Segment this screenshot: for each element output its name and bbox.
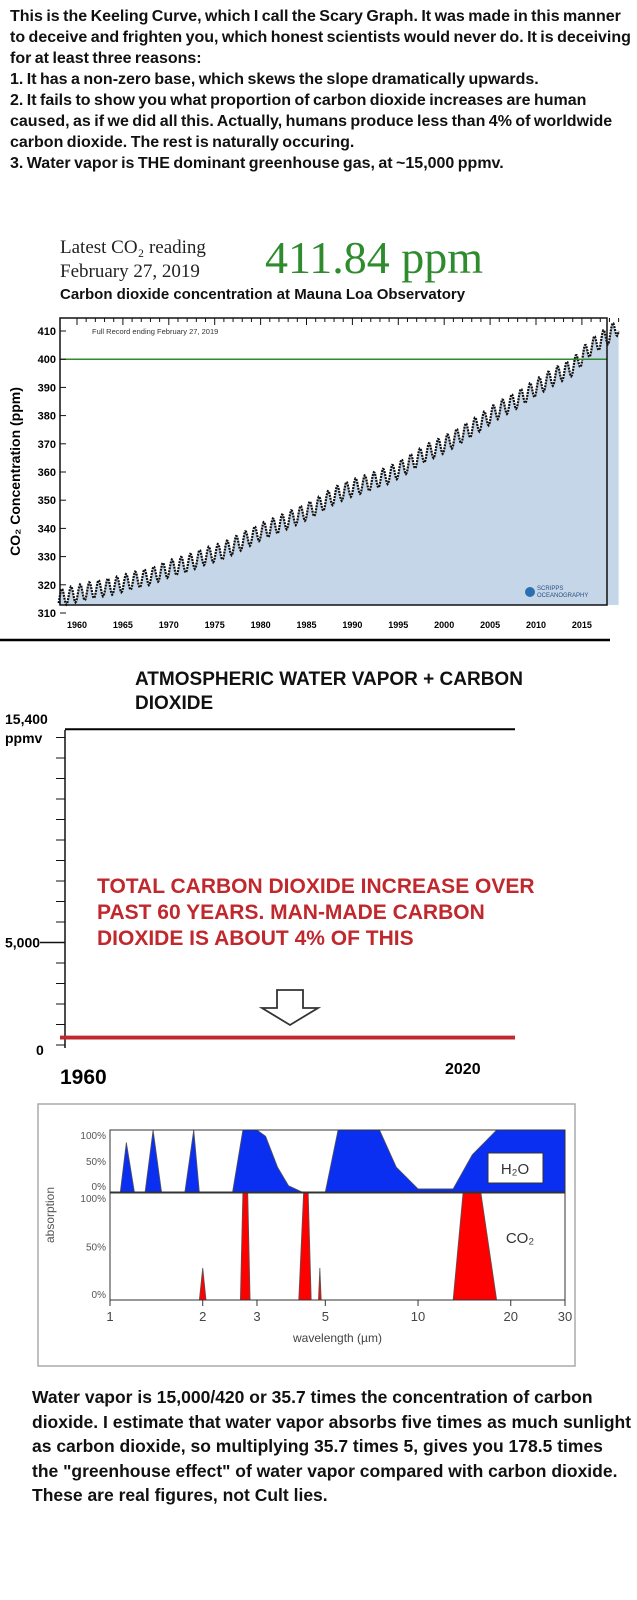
y-tick-label-unit: ppmv: [5, 730, 43, 746]
x-tick-label: 1990: [342, 620, 362, 630]
keeling-title: Carbon dioxide concentration at Mauna Lo…: [60, 286, 466, 303]
y-tick-label: 330: [38, 552, 56, 564]
latest-reading-label: Latest CO₂ reading February 27, 2019: [60, 236, 206, 284]
y-tick-label: 320: [38, 580, 56, 592]
y-tick-label: 410: [38, 326, 56, 338]
y-tick-label: 360: [38, 467, 56, 479]
wv-title-text: ATMOSPHERIC WATER VAPOR + CARBON DIOXIDE: [135, 669, 523, 714]
x-tick-label: 2010: [526, 620, 546, 630]
y-tick-label: 15,400: [5, 711, 48, 727]
y-tick-label: 400: [38, 354, 56, 366]
x-tick-label: 1: [106, 1309, 113, 1324]
wv-annotation: TOTAL CARBON DIOXIDE INCREASE OVER PAST …: [97, 875, 535, 950]
intro-line: This is the Keeling Curve, which I call …: [10, 8, 631, 67]
y-tick-label: 340: [38, 523, 56, 535]
x-tick-label: 30: [558, 1309, 572, 1324]
y-tick-label: 5,000: [5, 935, 40, 951]
x-axis-label: wavelength (µm): [292, 1331, 382, 1345]
x-tick-label: 2020: [445, 1061, 481, 1078]
intro-line: 1. It has a non-zero base, which skews t…: [10, 71, 539, 88]
x-tick-label: 3: [253, 1309, 260, 1324]
y-tick-label: 50%: [86, 1243, 106, 1254]
h2o-label: H₂O: [501, 1161, 529, 1178]
scripps-logo-icon: [525, 587, 535, 597]
y-tick-label: 100%: [80, 1194, 106, 1205]
x-tick-label: 1960: [67, 620, 87, 630]
x-tick-label: 5: [322, 1309, 329, 1324]
intro-line: 2. It fails to show you what proportion …: [10, 92, 613, 151]
y-tick-label: 380: [38, 411, 56, 423]
x-tick-label: 20: [504, 1309, 518, 1324]
y-tick-label: 50%: [86, 1157, 106, 1168]
down-arrow-icon: [258, 989, 322, 1027]
outro-text: Water vapor is 15,000/420 or 35.7 times …: [32, 1385, 632, 1508]
outro-line: Water vapor is 15,000/420 or 35.7 times …: [32, 1387, 632, 1505]
y-axis-label: CO₂ Concentration (ppm): [7, 387, 23, 556]
y-axis-label: absorption: [43, 1187, 57, 1243]
latest-reading-value: 411.84 ppm: [265, 232, 484, 283]
panel-frame: [109, 1192, 566, 1301]
scripps-logo: OCEANOGRAPHY: [537, 593, 588, 599]
y-tick-label: 350: [38, 495, 56, 507]
co2-monthly-line: [57, 322, 620, 607]
x-tick-label: 1970: [159, 620, 179, 630]
x-tick-label: 2000: [434, 620, 454, 630]
co2-area: [58, 323, 619, 605]
scripps-logo: SCRIPPS: [537, 586, 563, 592]
y-tick-label: 0: [36, 1042, 44, 1058]
latest-label: Latest CO₂ reading: [60, 237, 206, 258]
x-tick-label: 1960: [60, 1066, 107, 1089]
latest-date: February 27, 2019: [60, 261, 200, 282]
h2o-legend-box: [487, 1152, 544, 1184]
y-tick-label: 390: [38, 382, 56, 394]
x-tick-label: 1985: [296, 620, 316, 630]
water-vapor-chart: 15,400 ppmv 5,000 0 1960 2020: [5, 711, 515, 1089]
absorption-area-co2: [110, 1193, 565, 1300]
x-tick-label: 2015: [572, 620, 592, 630]
y-tick-label: 100%: [80, 1131, 106, 1142]
x-tick-label: 1965: [113, 620, 133, 630]
x-tick-label: 1980: [251, 620, 271, 630]
y-tick-label: 0%: [92, 1182, 107, 1193]
y-tick-label: 0%: [92, 1290, 107, 1301]
panel-frame: [109, 1129, 566, 1193]
absorption-area-h2o: [110, 1130, 565, 1192]
intro-text: This is the Keeling Curve, which I call …: [10, 6, 635, 174]
x-tick-label: 2: [199, 1309, 206, 1324]
x-tick-label: 10: [411, 1309, 425, 1324]
plot-frame: [59, 317, 608, 606]
x-tick-label: 1975: [205, 620, 225, 630]
x-tick-label: 2005: [480, 620, 500, 630]
y-tick-label: 370: [38, 439, 56, 451]
record-annotation: Full Record ending February 27, 2019: [92, 327, 218, 336]
intro-line: 3. Water vapor is THE dominant greenhous…: [10, 155, 504, 172]
x-tick-label: 1995: [388, 620, 408, 630]
wv-title: ATMOSPHERIC WATER VAPOR + CARBON DIOXIDE: [135, 668, 535, 716]
co2-label: CO₂: [506, 1230, 535, 1247]
y-tick-label: 310: [38, 608, 56, 620]
keeling-chart: 310 320 330 340 350 360 370 380 390 400 410 1960 196…: [0, 317, 620, 642]
absorption-edge: [110, 1129, 565, 1193]
